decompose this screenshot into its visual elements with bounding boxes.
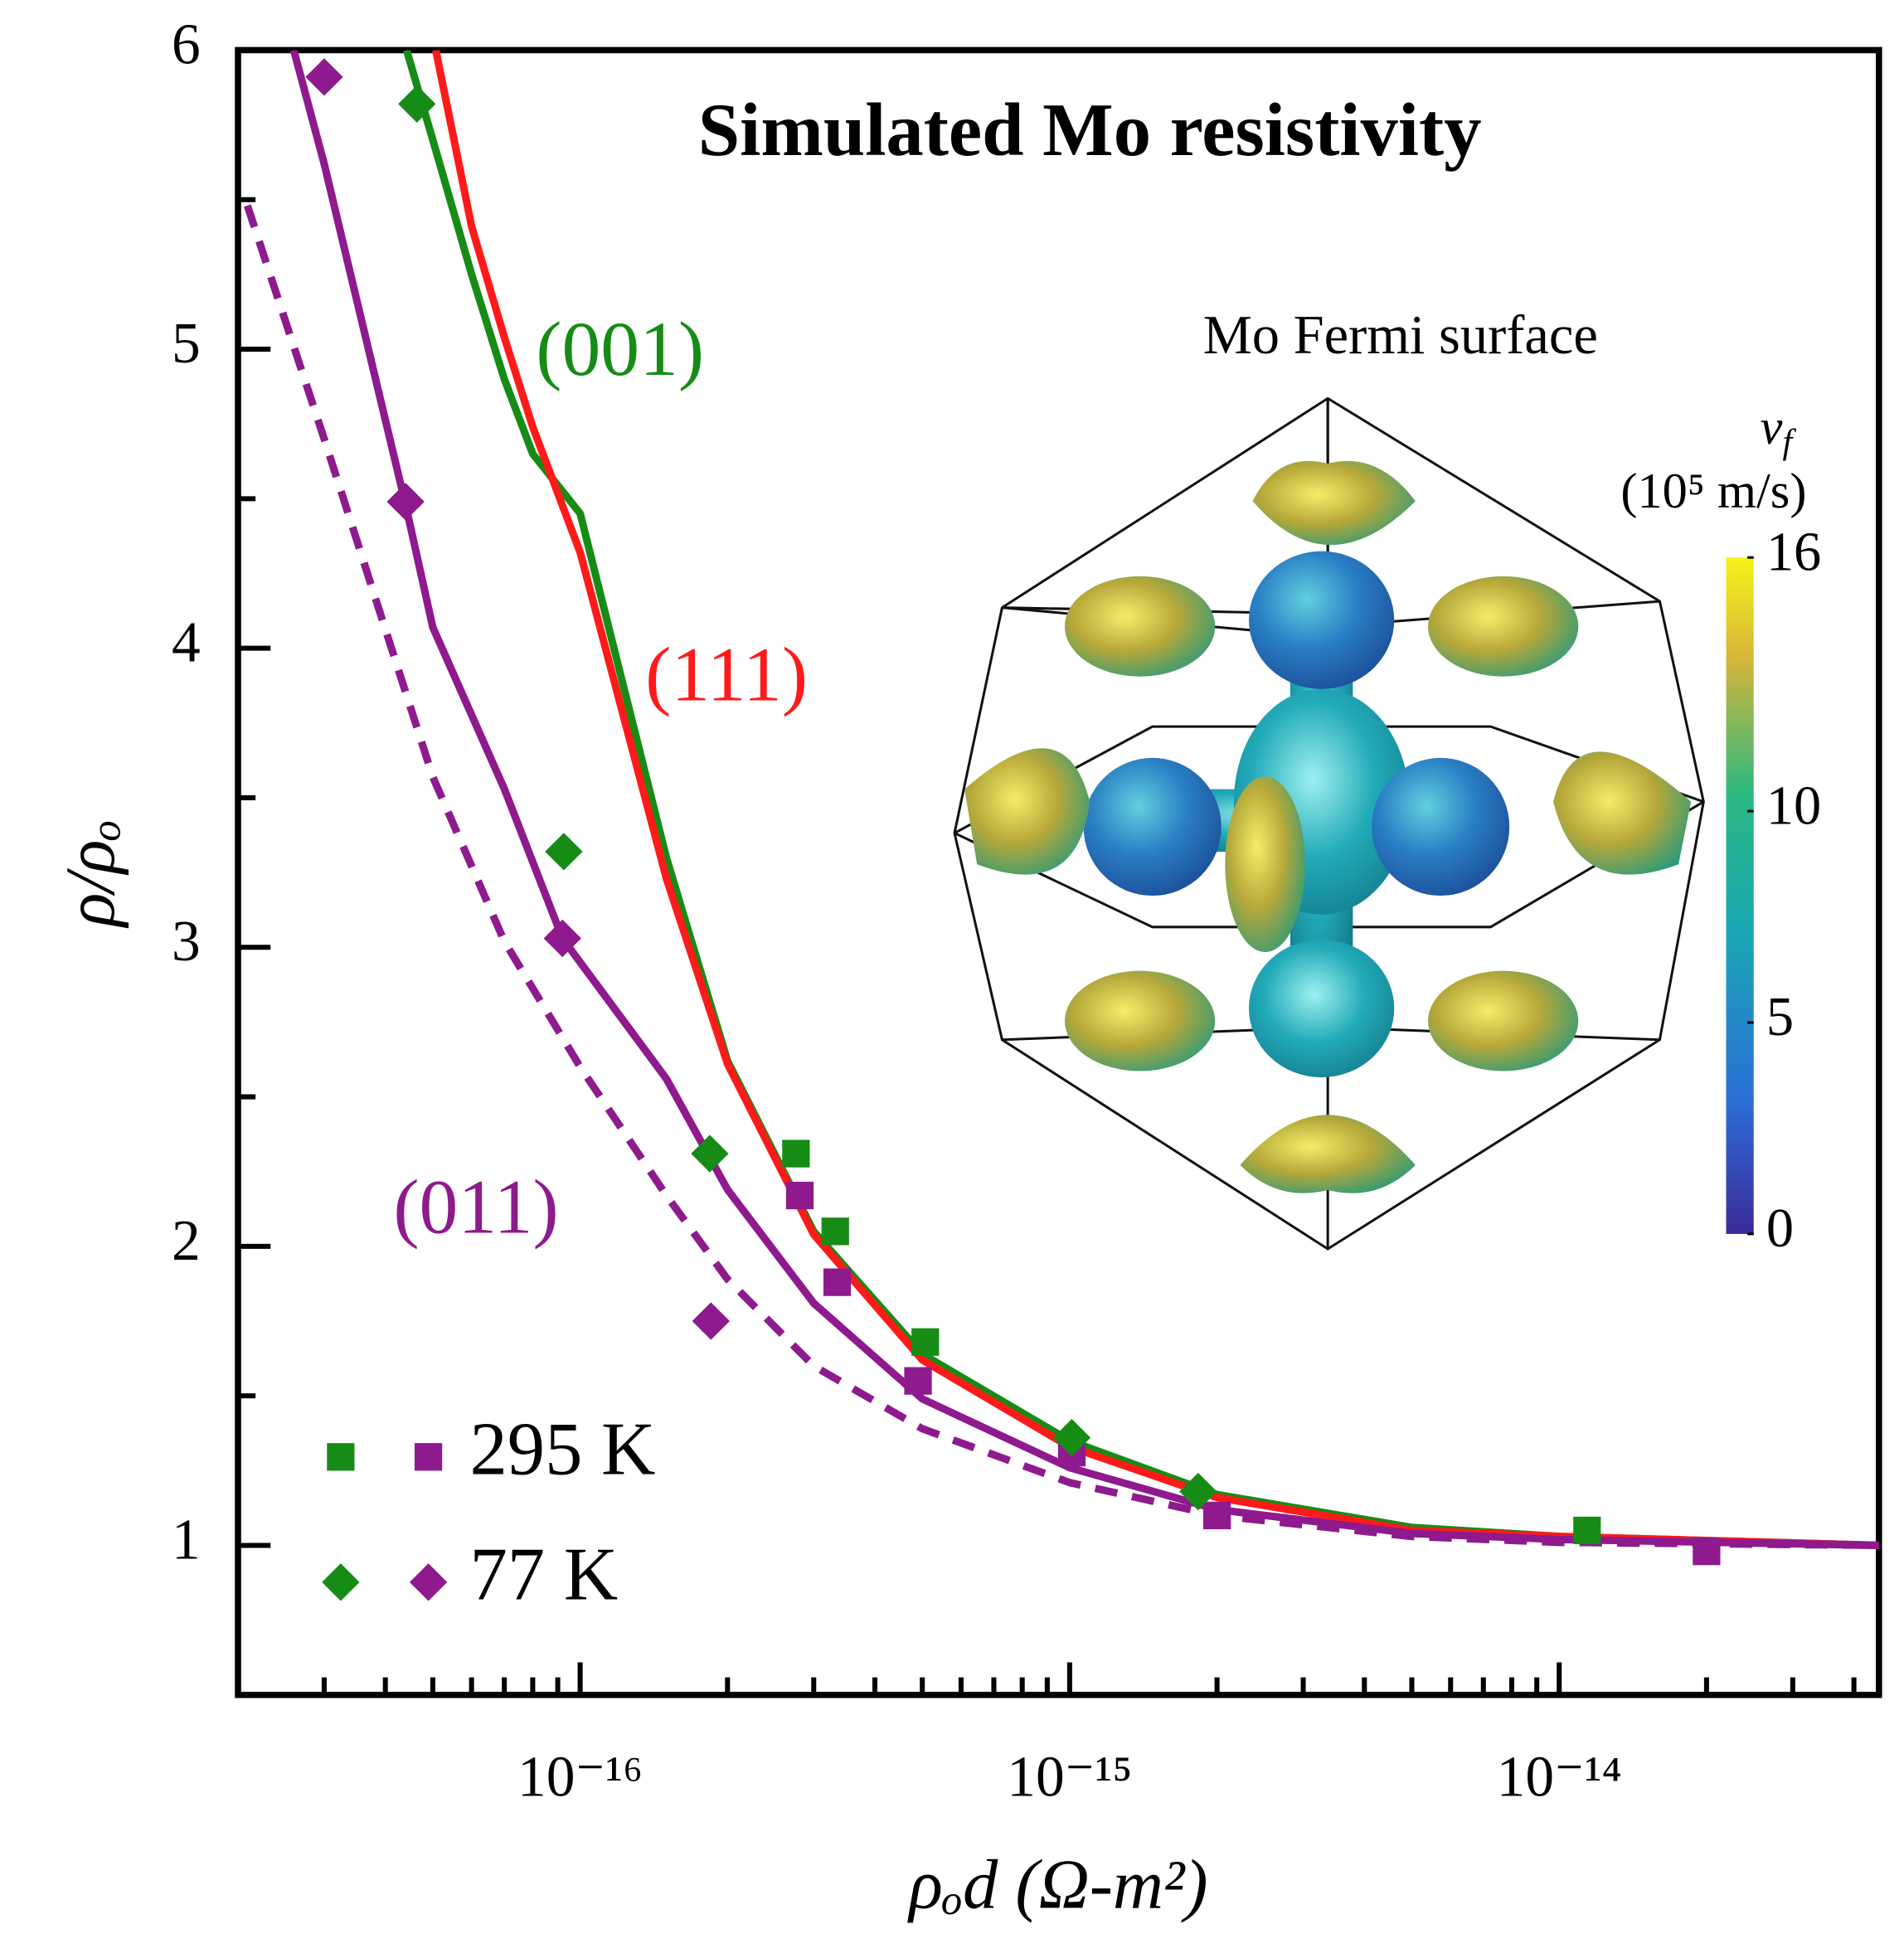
chart-title: Simulated Mo resistivity	[698, 88, 1482, 172]
y-axis-label: ρ/ρₒ	[52, 819, 129, 929]
lens	[1428, 970, 1579, 1071]
lens	[1428, 576, 1579, 677]
curve-label: (001)	[536, 307, 704, 392]
curve-label: (111)	[645, 633, 808, 718]
hole-pocket	[1553, 751, 1692, 875]
colorbar-symbol-main: v	[1761, 400, 1783, 455]
lens	[1064, 576, 1216, 677]
y-tick-label: 1	[172, 1508, 201, 1572]
marker-diamond	[1052, 1418, 1091, 1457]
marker-square	[1573, 1516, 1601, 1545]
legend-label: 295 K	[469, 1407, 655, 1491]
curve	[289, 50, 1879, 1549]
colorbar-symbol: vf	[1761, 400, 1797, 461]
plot-frame	[235, 46, 1882, 1698]
marker-diamond	[543, 919, 581, 958]
marker-diamond	[1179, 1472, 1217, 1511]
y-tick-label: 6	[172, 12, 201, 76]
x-tick-label: 10⁻¹⁶	[517, 1745, 643, 1809]
colorbar-tick-label: 0	[1766, 1198, 1794, 1259]
colorbar-symbol-sub: f	[1782, 422, 1796, 461]
octahedron	[1248, 939, 1395, 1078]
ellipsoid	[1225, 776, 1305, 953]
plot-area	[244, 50, 1879, 1566]
marker-diamond	[692, 1302, 730, 1340]
marker-square	[1202, 1501, 1231, 1530]
octahedron	[1372, 757, 1510, 896]
marker-square	[1693, 1538, 1721, 1566]
marker-square	[823, 1268, 852, 1296]
marker-diamond	[398, 85, 436, 124]
marker-diamond	[305, 58, 343, 96]
x-axis-label: ρₒd (Ω-m²)	[906, 1846, 1207, 1923]
lens	[1064, 970, 1216, 1071]
marker-square	[782, 1139, 810, 1168]
marker-square	[904, 1367, 932, 1395]
y-tick-label: 5	[172, 312, 201, 376]
marker-diamond	[322, 1563, 360, 1601]
marker-diamond	[386, 483, 425, 521]
curve	[244, 204, 1879, 1549]
y-tick-label: 3	[172, 910, 201, 974]
y-tick-label: 4	[172, 611, 201, 675]
marker-square	[785, 1181, 814, 1210]
hole-pocket	[964, 748, 1090, 875]
inset-title: Mo Fermi surface	[1203, 305, 1598, 366]
marker-square	[821, 1217, 849, 1246]
legend-label: 77 K	[469, 1533, 618, 1616]
marker-square	[327, 1443, 355, 1471]
colorbar-tick-label: 10	[1766, 775, 1821, 836]
curve-label: (011)	[393, 1165, 558, 1251]
marker-square	[414, 1443, 443, 1471]
marker-diamond	[409, 1563, 448, 1601]
x-tick-label: 10⁻¹⁴	[1497, 1745, 1622, 1809]
marker-square	[911, 1328, 940, 1356]
octahedron	[1083, 757, 1222, 896]
fermi-surface-image	[953, 396, 1754, 1251]
marker-diamond	[691, 1134, 729, 1173]
hole-pocket	[1240, 1115, 1416, 1193]
colorbar-units: (10⁵ m/s)	[1620, 464, 1806, 519]
octahedron	[1248, 551, 1395, 689]
marker-diamond	[545, 833, 583, 871]
y-tick-label: 2	[172, 1209, 201, 1273]
x-tick-label: 10⁻¹⁵	[1007, 1745, 1132, 1809]
colorbar-tick-label: 5	[1766, 987, 1794, 1047]
curve	[432, 50, 1879, 1549]
hole-pocket	[1252, 460, 1416, 546]
colorbar-tick-label: 16	[1766, 522, 1821, 582]
colorbar	[1726, 557, 1754, 1234]
